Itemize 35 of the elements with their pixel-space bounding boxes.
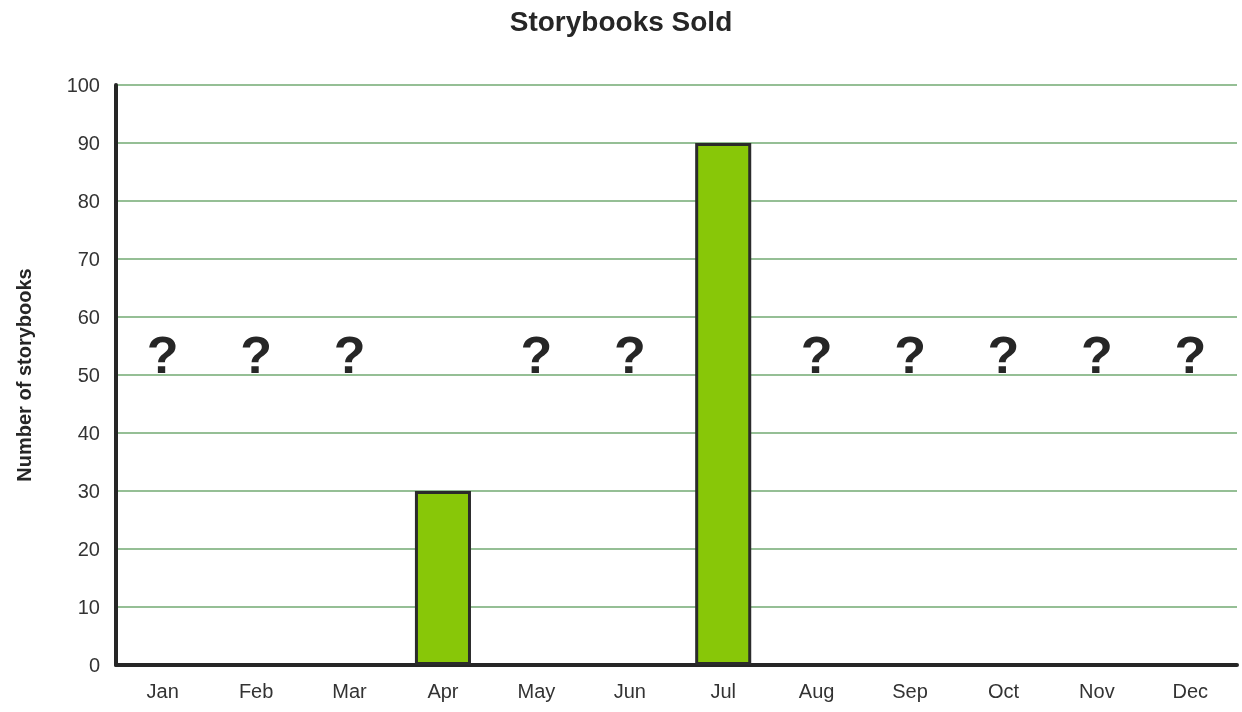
annotation: ? (800, 325, 833, 384)
annotation: ? (894, 325, 926, 384)
annotation: ? (1174, 325, 1207, 384)
x-tick-label: Jul (710, 680, 736, 702)
x-tick-label: Sep (892, 680, 928, 702)
annotation: ? (1080, 325, 1113, 384)
x-tick-label: Nov (1079, 680, 1115, 702)
y-tick-label: 40 (77, 422, 100, 444)
x-tick-label: Dec (1172, 680, 1209, 702)
y-tick-label: 20 (77, 538, 100, 560)
y-tick-label: 50 (77, 364, 100, 386)
y-tick-label: 70 (77, 248, 100, 270)
annotation: ? (987, 325, 1020, 384)
y-tick-label: 90 (77, 132, 100, 154)
annotation: ? (613, 325, 646, 384)
y-tick-label: 100 (66, 74, 100, 96)
y-axis-title: Number of storybooks (13, 268, 35, 482)
y-tick-label: 80 (77, 190, 100, 212)
x-tick-label: Aug (798, 680, 835, 702)
chart-title: Storybooks Sold (509, 5, 733, 37)
y-tick-label: 10 (77, 596, 100, 618)
y-tick-label: 0 (88, 654, 100, 676)
annotation: ? (520, 325, 553, 384)
annotation: ? (333, 325, 366, 384)
x-tick-label: Apr (427, 680, 459, 702)
annotation: ? (146, 325, 179, 384)
x-tick-label: Jan (146, 680, 179, 702)
x-tick-label: Feb (238, 680, 274, 702)
y-tick-label: 60 (77, 306, 100, 328)
x-tick-label: Jun (613, 680, 646, 702)
x-tick-label: Oct (987, 680, 1020, 702)
x-tick-label: Mar (332, 680, 368, 702)
annotation: ? (240, 325, 273, 384)
y-tick-label: 30 (77, 480, 100, 502)
x-tick-label: May (517, 680, 556, 702)
